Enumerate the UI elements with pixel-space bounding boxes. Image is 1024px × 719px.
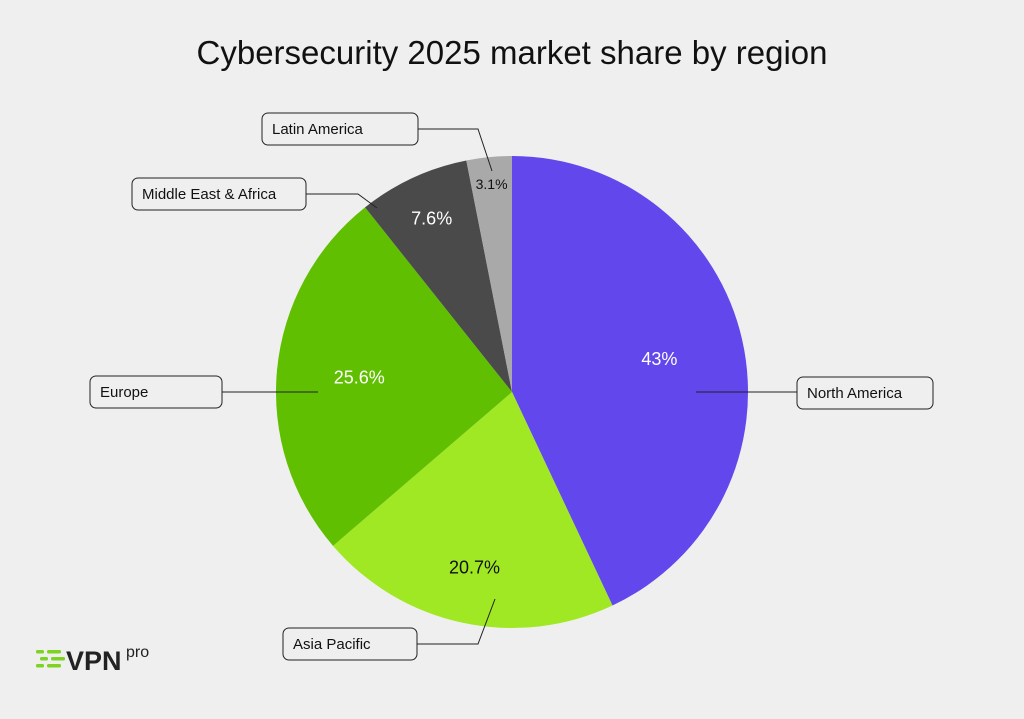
svg-text:Middle East & Africa: Middle East & Africa [142, 186, 277, 203]
svg-text:Asia Pacific: Asia Pacific [293, 636, 371, 653]
pie-slice-asia-pacific [333, 392, 613, 628]
slice-category-label: Asia Pacific [282, 627, 418, 661]
svg-text:Latin America: Latin America [272, 121, 364, 138]
pie-slice-latin-america [466, 156, 512, 392]
leader-line [306, 193, 378, 209]
pie-slice-north-america [512, 156, 748, 606]
slice-value-label: 3.1% [476, 176, 508, 192]
logo-mark-icon [36, 650, 65, 668]
vpnpro-logo: VPN pro [36, 641, 196, 681]
leader-line [418, 128, 493, 172]
logo-text: VPN [66, 646, 122, 676]
leader-line [417, 598, 496, 645]
logo-sup: pro [126, 644, 149, 661]
slice-category-label: Middle East & Africa [131, 177, 307, 211]
slice-value-label: 20.7% [449, 557, 500, 577]
slice-category-label: Europe [89, 375, 223, 409]
pie-slice-europe [275, 207, 512, 546]
pie-slice-middle-east-africa [365, 160, 512, 392]
slice-category-label: North America [796, 376, 934, 410]
slice-value-label: 7.6% [411, 209, 452, 229]
svg-text:North America: North America [807, 385, 903, 402]
slice-category-label: Latin America [261, 112, 419, 146]
slice-value-label: 25.6% [334, 368, 385, 388]
slice-value-label: 43% [641, 349, 677, 369]
chart-title: Cybersecurity 2025 market share by regio… [196, 34, 828, 71]
svg-text:Europe: Europe [100, 384, 148, 401]
